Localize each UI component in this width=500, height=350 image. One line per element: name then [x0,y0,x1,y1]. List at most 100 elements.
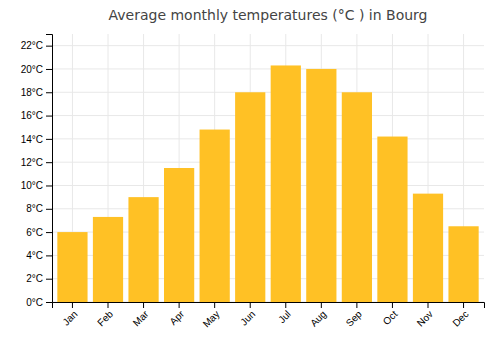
tick-label: Oct [381,308,400,327]
axis-line [46,35,53,303]
grid [52,34,484,302]
tick-label: 18°C [21,87,43,98]
x-tick: Feb [95,302,115,328]
grid-line [52,162,484,163]
tick-mark [46,209,52,210]
tick-mark [214,302,215,308]
tick-label: Nov [415,308,435,328]
tick-label: Apr [167,308,186,327]
bar [271,65,301,302]
tick-mark [46,255,52,256]
tick-mark [108,302,109,308]
tick-label: May [201,308,222,329]
x-tick: Jul [276,302,293,325]
bar [164,168,194,302]
tick-label: 10°C [21,180,43,191]
y-tick: 12°C [21,157,52,168]
tick-label: 12°C [21,157,43,168]
x-tick: Sep [344,302,365,329]
tick-mark [250,302,251,308]
x-tick: Aug [308,302,328,329]
y-tick: 14°C [21,134,52,145]
bar [128,197,158,302]
tick-label: 22°C [21,40,43,51]
grid-line [52,185,484,186]
y-tick: 18°C [21,87,52,98]
tick-mark [463,302,464,308]
plot: Jan Feb Mar Apr May Jun Jul Aug Sep Oct Nov Dec 0°C 2… [21,34,485,330]
y-axis: 0°C 2°C 4°C 6°C 8°C 10°C 12°C 14°C 16°C 18°C 20°C 2… [21,35,53,308]
bar [235,92,265,302]
x-tick: Dec [450,302,470,329]
x-tick: Nov [415,302,435,329]
tick-mark [46,162,52,163]
tick-label: Dec [450,308,470,328]
tick-label: 2°C [26,273,43,284]
tick-label: Sep [344,308,365,329]
grid-line [52,92,484,93]
x-tick: Oct [381,302,400,327]
x-tick: Apr [167,302,186,327]
x-tick: May [201,302,222,330]
bar [57,232,87,302]
tick-mark [72,302,73,308]
y-tick: 10°C [21,180,52,191]
tick-label: 0°C [26,297,43,308]
y-tick: 16°C [21,110,52,121]
tick-mark [285,302,286,308]
y-tick: 0°C [26,297,52,308]
x-tick: Jun [238,302,257,328]
tick-mark [392,302,393,308]
tick-mark [46,185,52,186]
bar [93,217,123,302]
tick-mark [46,92,52,93]
grid-line [52,115,484,116]
tick-label: 20°C [21,64,43,75]
tick-label: Mar [131,308,151,328]
y-tick: 8°C [26,203,52,214]
tick-mark [356,302,357,308]
tick-mark [143,302,144,308]
bars [57,65,478,302]
bar [377,137,407,302]
bar [342,92,372,302]
y-tick: 22°C [21,40,52,51]
tick-label: Jul [276,308,293,325]
tick-mark [428,302,429,308]
tick-mark [46,69,52,70]
y-tick: 20°C [21,64,52,75]
tick-label: Jun [238,308,257,327]
x-tick: Jan [60,302,79,328]
y-tick: 4°C [26,250,52,261]
tick-mark [46,116,52,117]
tick-label: 14°C [21,134,43,145]
y-tick: 6°C [26,227,52,238]
tick-mark [46,46,52,47]
bar [413,194,443,302]
bar [448,226,478,302]
tick-mark [46,302,52,303]
tick-mark [179,302,180,308]
tick-label: 16°C [21,110,43,121]
tick-label: 8°C [26,203,43,214]
grid-line [52,138,484,139]
tick-label: Jan [60,308,79,327]
bar [306,69,336,302]
chart: Jan Feb Mar Apr May Jun Jul Aug Sep Oct Nov Dec 0°C 2… [0,0,500,350]
tick-label: Feb [95,308,115,328]
tick-mark [46,232,52,233]
x-tick: Mar [131,302,151,328]
grid-line [52,45,484,46]
tick-label: 4°C [26,250,43,261]
tick-label: Aug [308,308,328,328]
tick-mark [46,279,52,280]
tick-mark [321,302,322,308]
grid-line [52,68,484,69]
bar [200,130,230,302]
tick-mark [46,139,52,140]
title: Average monthly temperatures (°C ) in Bo… [109,7,428,23]
y-tick: 2°C [26,273,52,284]
tick-label: 6°C [26,227,43,238]
x-axis: Jan Feb Mar Apr May Jun Jul Aug Sep Oct Nov Dec [53,302,485,330]
axis-line [53,303,485,309]
